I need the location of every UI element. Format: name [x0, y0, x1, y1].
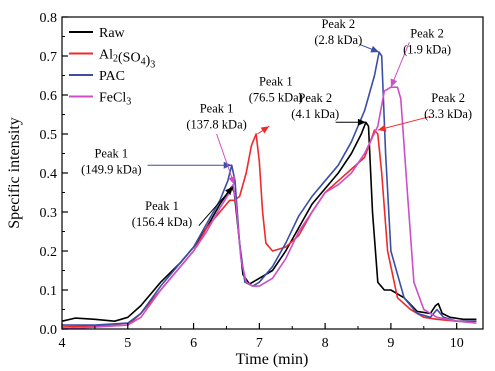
annotation-label: Peak 2 — [298, 91, 332, 105]
x-tick-label: 7 — [256, 336, 263, 351]
series-line-pac — [62, 51, 477, 326]
y-tick-label: 0.6 — [40, 89, 58, 104]
y-tick-label: 0.3 — [40, 206, 58, 221]
y-tick-label: 0.2 — [40, 245, 58, 260]
annotation-arrow-line — [377, 115, 431, 131]
x-tick-label: 4 — [59, 336, 66, 351]
series-layer — [61, 51, 477, 330]
annotation-label: Peak 1 — [259, 74, 293, 88]
axes-layer: 4 5 6 7 8 9 10 0.0 0.1 0.2 0.3 0.4 0.5 0.6 0.7 0.8 — [40, 11, 484, 351]
annotation-label: Peak 1 — [145, 199, 179, 213]
annotation-label: (149.9 kDa) — [81, 162, 141, 176]
y-tick-label: 0.4 — [40, 167, 58, 182]
x-tick-label: 5 — [124, 336, 131, 351]
annotation-arrowhead — [260, 126, 270, 134]
annotation-label: (76.5 kDa) — [249, 90, 303, 104]
y-tick-label: 0.5 — [40, 128, 58, 143]
annotation-label: Peak 1 — [94, 146, 128, 160]
annotation-label: Peak 2 — [321, 17, 355, 31]
x-tick-label: 6 — [190, 336, 197, 351]
annotation-label: (156.4 kDa) — [132, 215, 192, 229]
annotation-label: Peak 1 — [200, 102, 234, 116]
legend-label-raw: Raw — [99, 26, 126, 41]
annotation-label: (137.8 kDa) — [186, 118, 246, 132]
series-line-fecl3 — [61, 86, 477, 330]
y-tick-label: 0.7 — [40, 50, 58, 65]
annotation-label: (4.1 kDa) — [291, 107, 339, 121]
annotation-label: (2.8 kDa) — [314, 33, 362, 47]
annotation-arrow-line — [216, 133, 235, 185]
x-tick-label: 8 — [322, 336, 329, 351]
annotation-arrow-line — [198, 186, 234, 226]
annotation-label: (3.3 kDa) — [424, 107, 472, 121]
annotation-label: Peak 2 — [410, 27, 444, 41]
annotation-layer: Peak 1 (156.4 kDa) Peak 1 (149.9 kDa) Peak 1… — [81, 17, 472, 229]
annotation-label: Peak 2 — [431, 91, 465, 105]
x-tick-label: 9 — [387, 336, 394, 351]
annotation-arrowhead — [225, 186, 234, 195]
x-axis-title: Time (min) — [236, 351, 309, 368]
annotation-arrow-line — [390, 42, 410, 88]
annotation-arrowhead — [370, 45, 380, 53]
legend-label-fecl3: FeCl3 — [99, 91, 131, 108]
annotation-label: (1.9 kDa) — [403, 43, 451, 57]
x-tick-label: 10 — [450, 336, 464, 351]
series-line-raw — [61, 121, 477, 323]
y-tick-label: 0.8 — [40, 11, 58, 26]
legend-label-pac: PAC — [99, 69, 125, 84]
annotation-arrowhead — [228, 175, 236, 185]
annotation-arrowhead — [377, 124, 387, 132]
annotation-arrowhead — [357, 118, 366, 126]
legend-label-al2-so4-3: Al2(SO4)3 — [99, 48, 155, 71]
y-axis-title: Specific intensity — [6, 117, 23, 229]
y-tick-label: 0.0 — [40, 323, 58, 338]
y-tick-label: 0.1 — [40, 284, 58, 299]
annotation-arrowhead — [390, 78, 398, 88]
